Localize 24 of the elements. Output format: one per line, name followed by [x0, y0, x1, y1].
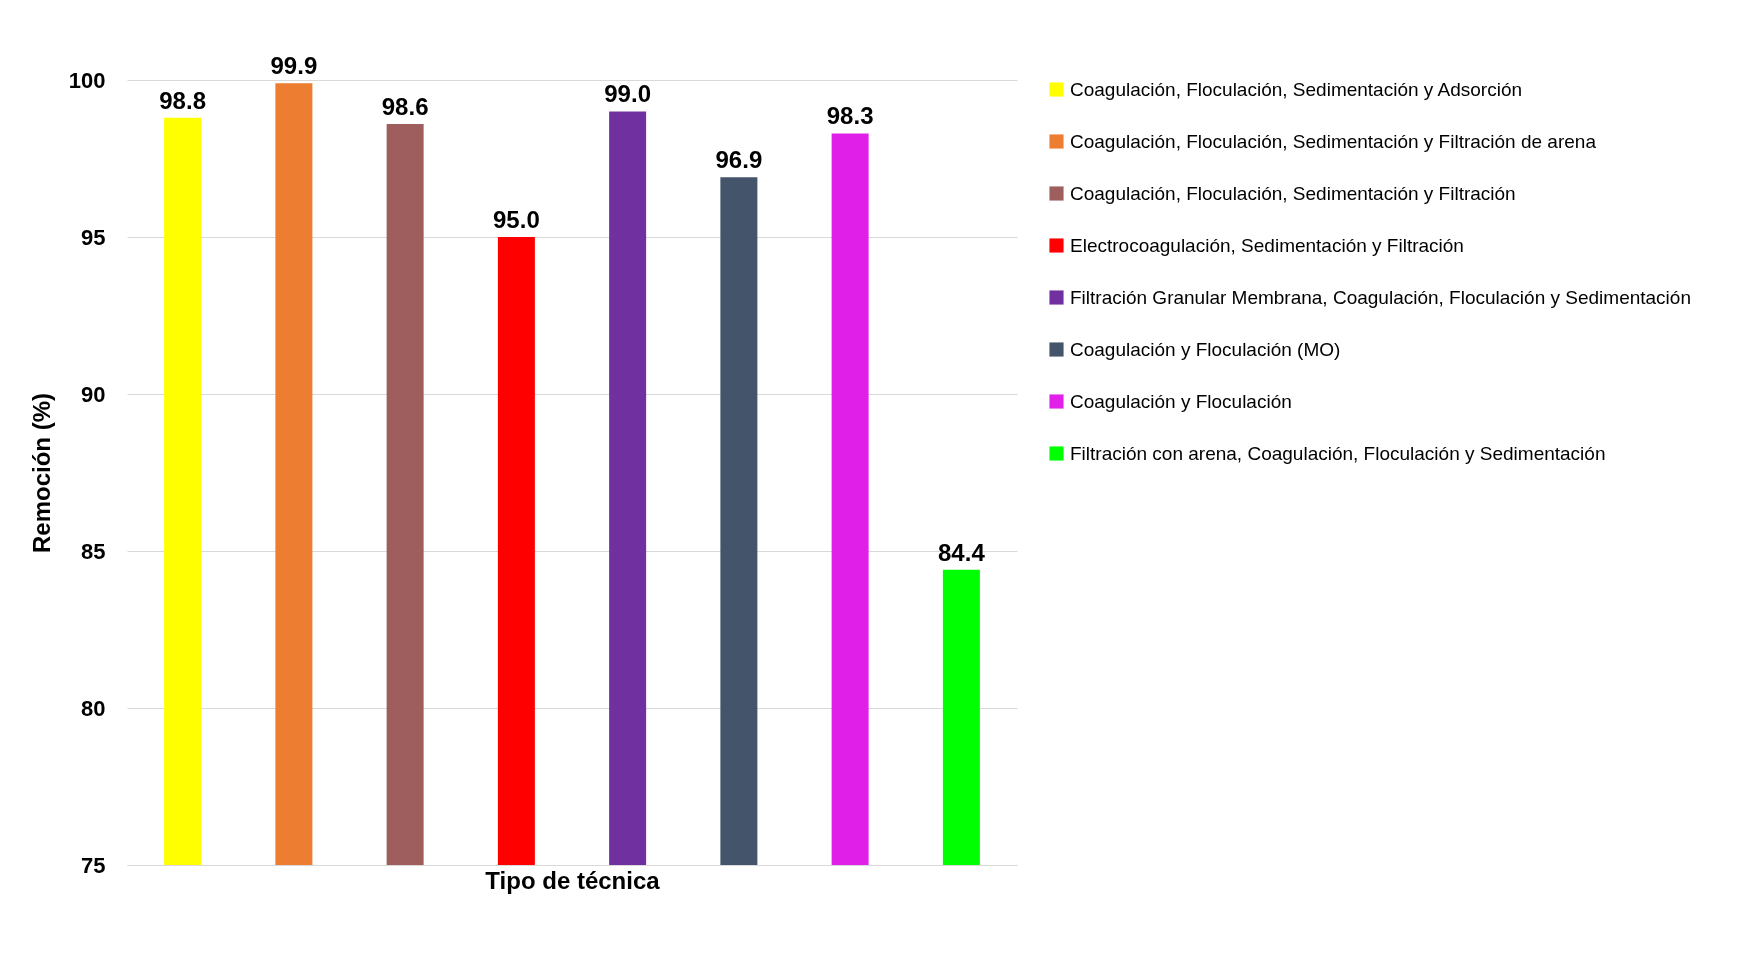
data-label: 96.9 — [715, 146, 763, 174]
legend-label: Coagulación, Floculación, Sedimentación y Filtración de arena — [1070, 130, 1597, 152]
y-tick-label: 85 — [81, 538, 106, 564]
y-tick-label: 75 — [81, 852, 106, 878]
data-label: 98.8 — [159, 86, 206, 114]
legend-label: Coagulación, Floculación, Sedimentación y Filtración — [1070, 182, 1516, 204]
legend-label: Filtración Granular Membrana, Coagulación, Floculación y Sedimentación — [1070, 286, 1691, 308]
y-tick-label: 95 — [81, 224, 106, 250]
y-tick-label: 90 — [81, 381, 106, 407]
legend-label: Coagulación y Floculación — [1070, 390, 1292, 412]
y-tick-label: 80 — [81, 695, 106, 721]
legend-label: Coagulación, Floculación, Sedimentación y Adsorción — [1070, 78, 1523, 100]
data-label: 84.4 — [938, 538, 986, 566]
y-axis-title: Remoción (%) — [27, 392, 55, 554]
legend-label: Coagulación y Floculación (MO) — [1070, 338, 1341, 360]
data-label: 95.0 — [493, 206, 540, 233]
data-label: 98.3 — [826, 102, 874, 130]
x-axis-title: Tipo de técnica — [485, 866, 661, 894]
y-tick-label: 100 — [68, 67, 106, 93]
legend-label: Electrocoagulación, Sedimentación y Filtración — [1070, 234, 1464, 256]
data-label: 99.9 — [270, 52, 318, 80]
data-label: 99.0 — [604, 80, 651, 108]
data-label: 98.6 — [381, 92, 429, 120]
legend-label: Filtración con arena, Coagulación, Floculación y Sedimentación — [1070, 442, 1606, 464]
